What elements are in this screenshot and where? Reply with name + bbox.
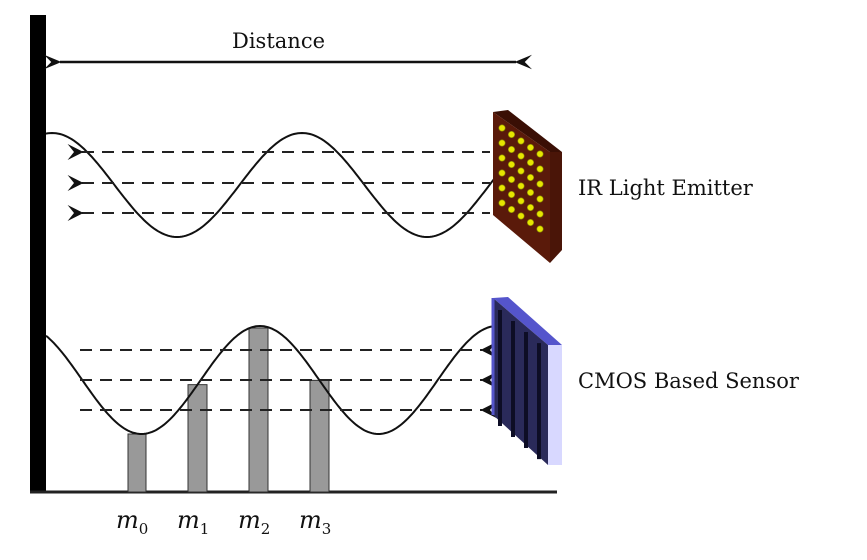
sensor-label: CMOS Based Sensor: [578, 369, 799, 393]
distance-label: Distance: [232, 29, 326, 53]
emitter-led: [498, 184, 506, 192]
emitter-led: [536, 210, 544, 218]
sample-label-m0: m0: [116, 506, 149, 538]
wall: [30, 15, 46, 493]
sample-label-m3: m3: [299, 506, 332, 538]
emitter-led: [498, 124, 506, 132]
emitter-led: [526, 204, 534, 212]
emitter-led: [498, 139, 506, 147]
emitter-led: [517, 137, 525, 145]
emitter-led: [517, 212, 525, 220]
received-wave: [45, 324, 498, 435]
emitter-led: [526, 219, 534, 227]
emitter-led: [507, 191, 515, 199]
emitter-led: [517, 197, 525, 205]
emitter-led: [536, 150, 544, 158]
sensor-panel: [493, 298, 548, 465]
emitter-led: [498, 199, 506, 207]
sensor-top-edge: [493, 297, 562, 345]
sensor-side: [548, 345, 562, 465]
sample-bar-m0: [127, 433, 147, 493]
emitter-led: [526, 144, 534, 152]
emitter-led: [507, 176, 515, 184]
emitter-led: [507, 206, 515, 214]
emitter-led: [517, 182, 525, 190]
emitter-side: [550, 152, 562, 263]
emitter-led: [507, 161, 515, 169]
emitter-led: [507, 146, 515, 154]
sample-bar-m1: [187, 384, 208, 493]
emitter-led: [498, 154, 506, 162]
emitter-led: [507, 131, 515, 139]
emitted-wave: [45, 131, 495, 238]
emitter-led: [526, 189, 534, 197]
sample-bar-m3: [309, 379, 330, 493]
emitter-label: IR Light Emitter: [578, 176, 753, 200]
emitter-led: [517, 167, 525, 175]
emitter-led: [536, 180, 544, 188]
emitter-led: [526, 159, 534, 167]
emitter-led: [517, 152, 525, 160]
sample-label-m1: m1: [177, 506, 210, 538]
emitter-led: [526, 174, 534, 182]
emitter-led: [536, 225, 544, 233]
emitter-led: [498, 169, 506, 177]
emitter-top-edge: [493, 110, 562, 152]
emitter-led: [536, 165, 544, 173]
sample-label-m2: m2: [238, 506, 271, 538]
emitter-led: [536, 195, 544, 203]
